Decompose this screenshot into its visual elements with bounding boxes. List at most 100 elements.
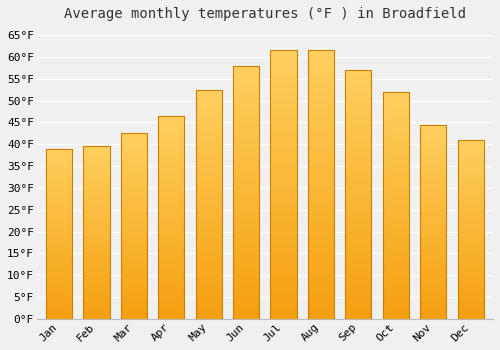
Bar bbox=[458, 158, 483, 161]
Bar bbox=[346, 244, 372, 249]
Bar bbox=[84, 191, 110, 195]
Bar bbox=[420, 132, 446, 136]
Bar bbox=[270, 211, 296, 217]
Bar bbox=[382, 292, 409, 296]
Bar bbox=[382, 233, 409, 237]
Bar bbox=[382, 264, 409, 269]
Bar bbox=[196, 177, 222, 181]
Bar bbox=[121, 141, 147, 145]
Bar bbox=[458, 176, 483, 179]
Bar bbox=[46, 166, 72, 169]
Bar bbox=[420, 148, 446, 152]
Bar bbox=[196, 209, 222, 214]
Bar bbox=[458, 161, 483, 165]
Bar bbox=[420, 315, 446, 319]
Bar bbox=[121, 300, 147, 304]
Bar bbox=[308, 50, 334, 319]
Bar bbox=[84, 305, 110, 309]
Bar bbox=[84, 312, 110, 315]
Bar bbox=[420, 152, 446, 156]
Bar bbox=[270, 77, 296, 83]
Bar bbox=[270, 281, 296, 287]
Bar bbox=[270, 142, 296, 147]
Bar bbox=[84, 236, 110, 239]
Bar bbox=[308, 276, 334, 281]
Bar bbox=[121, 133, 147, 319]
Bar bbox=[308, 88, 334, 93]
Bar bbox=[196, 204, 222, 209]
Bar bbox=[84, 267, 110, 271]
Bar bbox=[420, 241, 446, 245]
Bar bbox=[46, 302, 72, 305]
Bar bbox=[121, 278, 147, 282]
Bar bbox=[382, 282, 409, 287]
Bar bbox=[196, 117, 222, 122]
Bar bbox=[233, 223, 260, 228]
Bar bbox=[308, 93, 334, 99]
Bar bbox=[158, 136, 184, 140]
Bar bbox=[121, 230, 147, 233]
Bar bbox=[233, 304, 260, 309]
Bar bbox=[46, 162, 72, 166]
Bar bbox=[270, 228, 296, 233]
Bar bbox=[346, 279, 372, 284]
Bar bbox=[458, 183, 483, 187]
Bar bbox=[84, 233, 110, 236]
Bar bbox=[233, 111, 260, 116]
Bar bbox=[196, 218, 222, 223]
Bar bbox=[233, 197, 260, 202]
Bar bbox=[233, 167, 260, 172]
Bar bbox=[196, 296, 222, 301]
Bar bbox=[121, 271, 147, 274]
Bar bbox=[346, 224, 372, 229]
Bar bbox=[84, 153, 110, 157]
Bar bbox=[121, 148, 147, 152]
Bar bbox=[233, 278, 260, 284]
Bar bbox=[458, 172, 483, 176]
Bar bbox=[196, 227, 222, 232]
Bar bbox=[196, 259, 222, 264]
Bar bbox=[382, 269, 409, 273]
Bar bbox=[458, 308, 483, 312]
Bar bbox=[121, 226, 147, 230]
Bar bbox=[382, 246, 409, 251]
Bar bbox=[46, 288, 72, 292]
Bar bbox=[46, 169, 72, 173]
Bar bbox=[84, 288, 110, 291]
Bar bbox=[346, 219, 372, 224]
Bar bbox=[346, 169, 372, 175]
Bar bbox=[458, 237, 483, 240]
Bar bbox=[308, 244, 334, 249]
Bar bbox=[308, 195, 334, 201]
Bar bbox=[84, 250, 110, 253]
Bar bbox=[121, 174, 147, 178]
Bar bbox=[46, 179, 72, 183]
Bar bbox=[458, 312, 483, 315]
Bar bbox=[158, 299, 184, 303]
Bar bbox=[420, 284, 446, 288]
Bar bbox=[196, 301, 222, 305]
Bar bbox=[46, 159, 72, 162]
Bar bbox=[46, 268, 72, 271]
Bar bbox=[84, 146, 110, 150]
Bar bbox=[121, 219, 147, 222]
Bar bbox=[270, 184, 296, 190]
Bar bbox=[196, 172, 222, 177]
Bar bbox=[382, 278, 409, 282]
Bar bbox=[270, 147, 296, 152]
Bar bbox=[458, 301, 483, 304]
Bar bbox=[346, 95, 372, 100]
Bar bbox=[308, 222, 334, 228]
Bar bbox=[270, 206, 296, 211]
Bar bbox=[158, 189, 184, 193]
Title: Average monthly temperatures (°F ) in Broadfield: Average monthly temperatures (°F ) in Br… bbox=[64, 7, 466, 21]
Bar bbox=[84, 195, 110, 198]
Bar bbox=[121, 193, 147, 196]
Bar bbox=[196, 190, 222, 195]
Bar bbox=[270, 56, 296, 61]
Bar bbox=[382, 215, 409, 219]
Bar bbox=[270, 66, 296, 72]
Bar bbox=[46, 148, 72, 319]
Bar bbox=[84, 239, 110, 243]
Bar bbox=[84, 229, 110, 233]
